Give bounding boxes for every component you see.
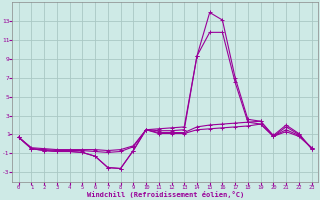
X-axis label: Windchill (Refroidissement éolien,°C): Windchill (Refroidissement éolien,°C): [86, 191, 244, 198]
